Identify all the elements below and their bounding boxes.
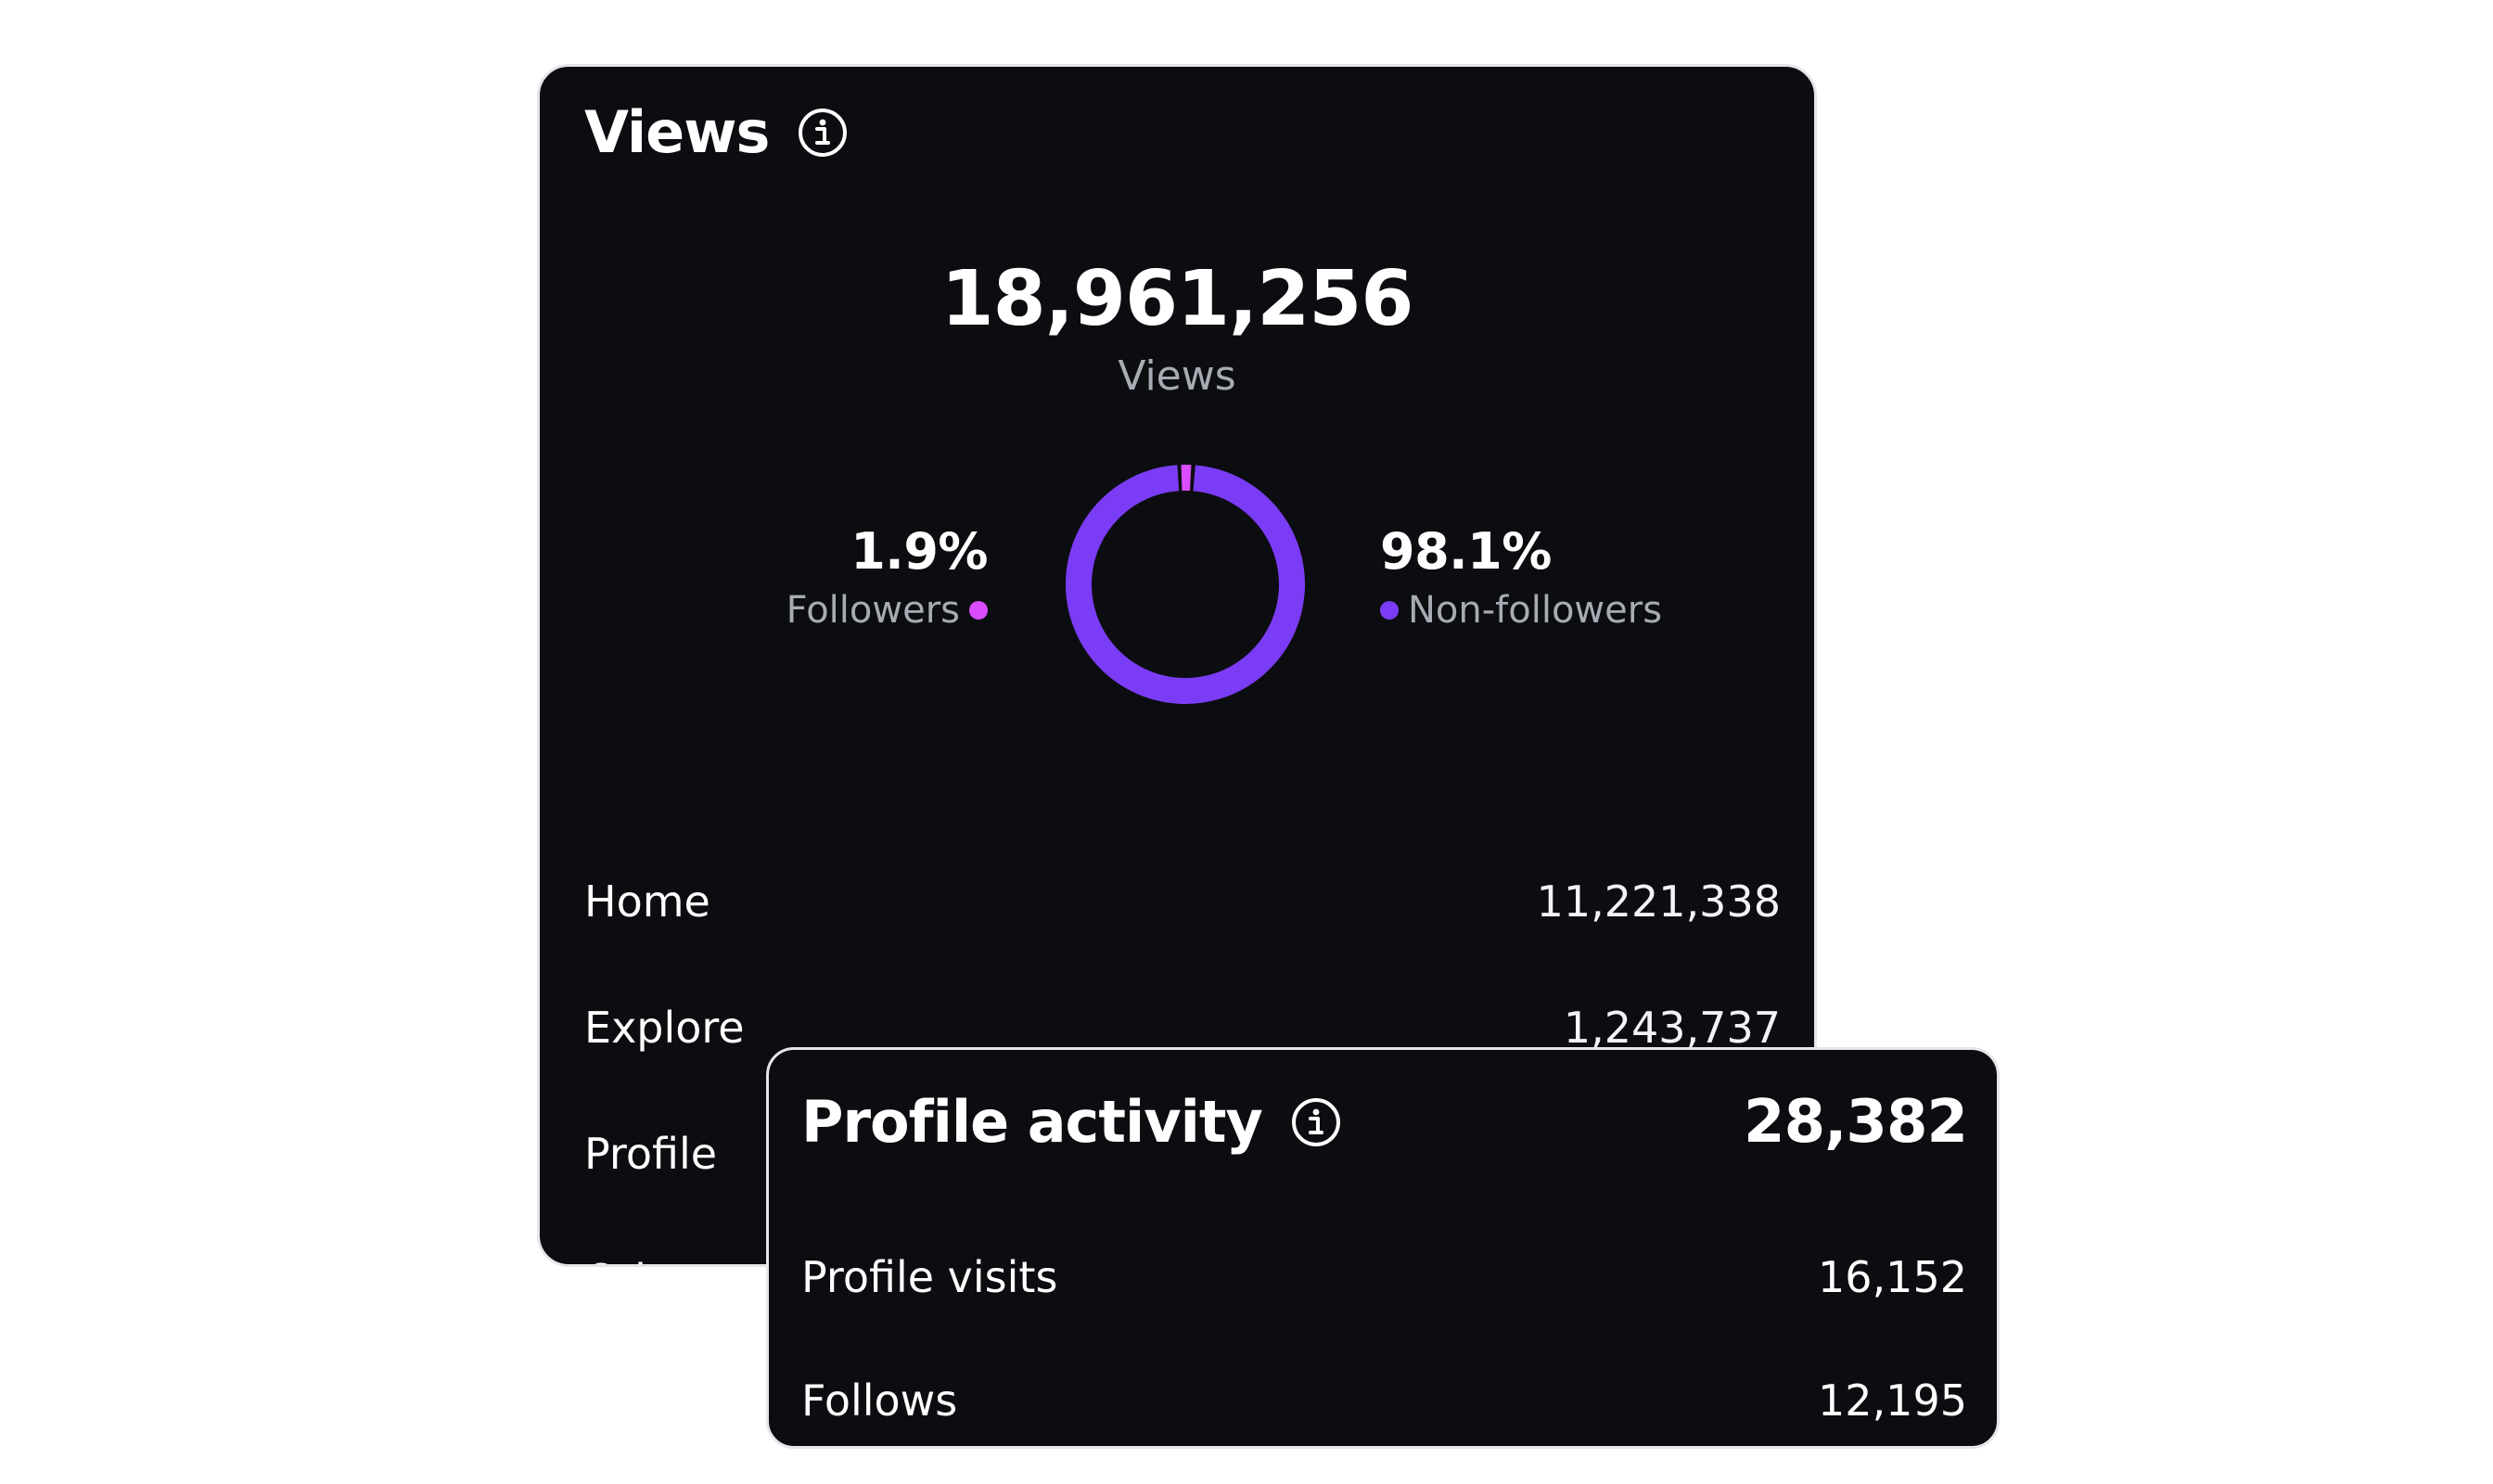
source-label: Explore [584,1003,745,1053]
followers-percent: 1.9% [850,522,988,581]
followers-label: Followers [786,589,960,632]
views-header: Views [584,104,849,161]
source-label: Home [584,876,710,927]
followers-legend: Followers [786,592,988,629]
non-followers-legend: Non-followers [1380,592,1662,629]
activity-row-follows: Follows 12,195 [801,1373,1967,1428]
profile-activity-header: Profile activity 28,382 [801,1088,1968,1157]
followers-share: 1.9% Followers [786,522,989,630]
profile-activity-title: Profile activity [801,1088,1263,1156]
source-value: 1,243,737 [1563,1003,1781,1053]
donut-segment-non-followers [1066,465,1305,704]
source-row-explore: Explore 1,243,737 [584,1000,1781,1055]
followers-donut-chart [1066,465,1305,704]
non-followers-dot-icon [1380,601,1399,620]
activity-label: Profile visits [801,1252,1058,1302]
followers-dot-icon [969,601,988,620]
profile-activity-total: 28,382 [1744,1088,1968,1157]
source-value: 11,221,338 [1536,876,1781,927]
views-total-label: Views [1118,352,1236,400]
non-followers-label: Non-followers [1408,589,1663,632]
activity-value: 12,195 [1818,1375,1967,1426]
activity-value: 16,152 [1818,1252,1967,1302]
source-label: Profile [584,1129,718,1179]
source-row-other: Other [584,1252,1781,1264]
profile-activity-title-group: Profile activity [801,1094,1342,1151]
info-icon[interactable] [797,107,849,159]
activity-row-profile-visits: Profile visits 16,152 [801,1249,1967,1305]
non-followers-percent: 98.1% [1380,522,1552,581]
non-followers-share: 98.1% Non-followers [1380,527,1662,629]
profile-activity-card: Profile activity 28,382 Profile visits 1… [766,1047,2000,1449]
views-title: Views [584,98,770,166]
source-row-home: Home 11,221,338 [584,874,1781,929]
info-icon[interactable] [1290,1096,1342,1148]
source-label: Other [584,1255,706,1264]
source-row-profile: Profile [584,1126,1781,1182]
activity-label: Follows [801,1375,958,1426]
donut-segment-followers [1066,465,1305,704]
views-total: 18,961,256 [940,255,1414,343]
